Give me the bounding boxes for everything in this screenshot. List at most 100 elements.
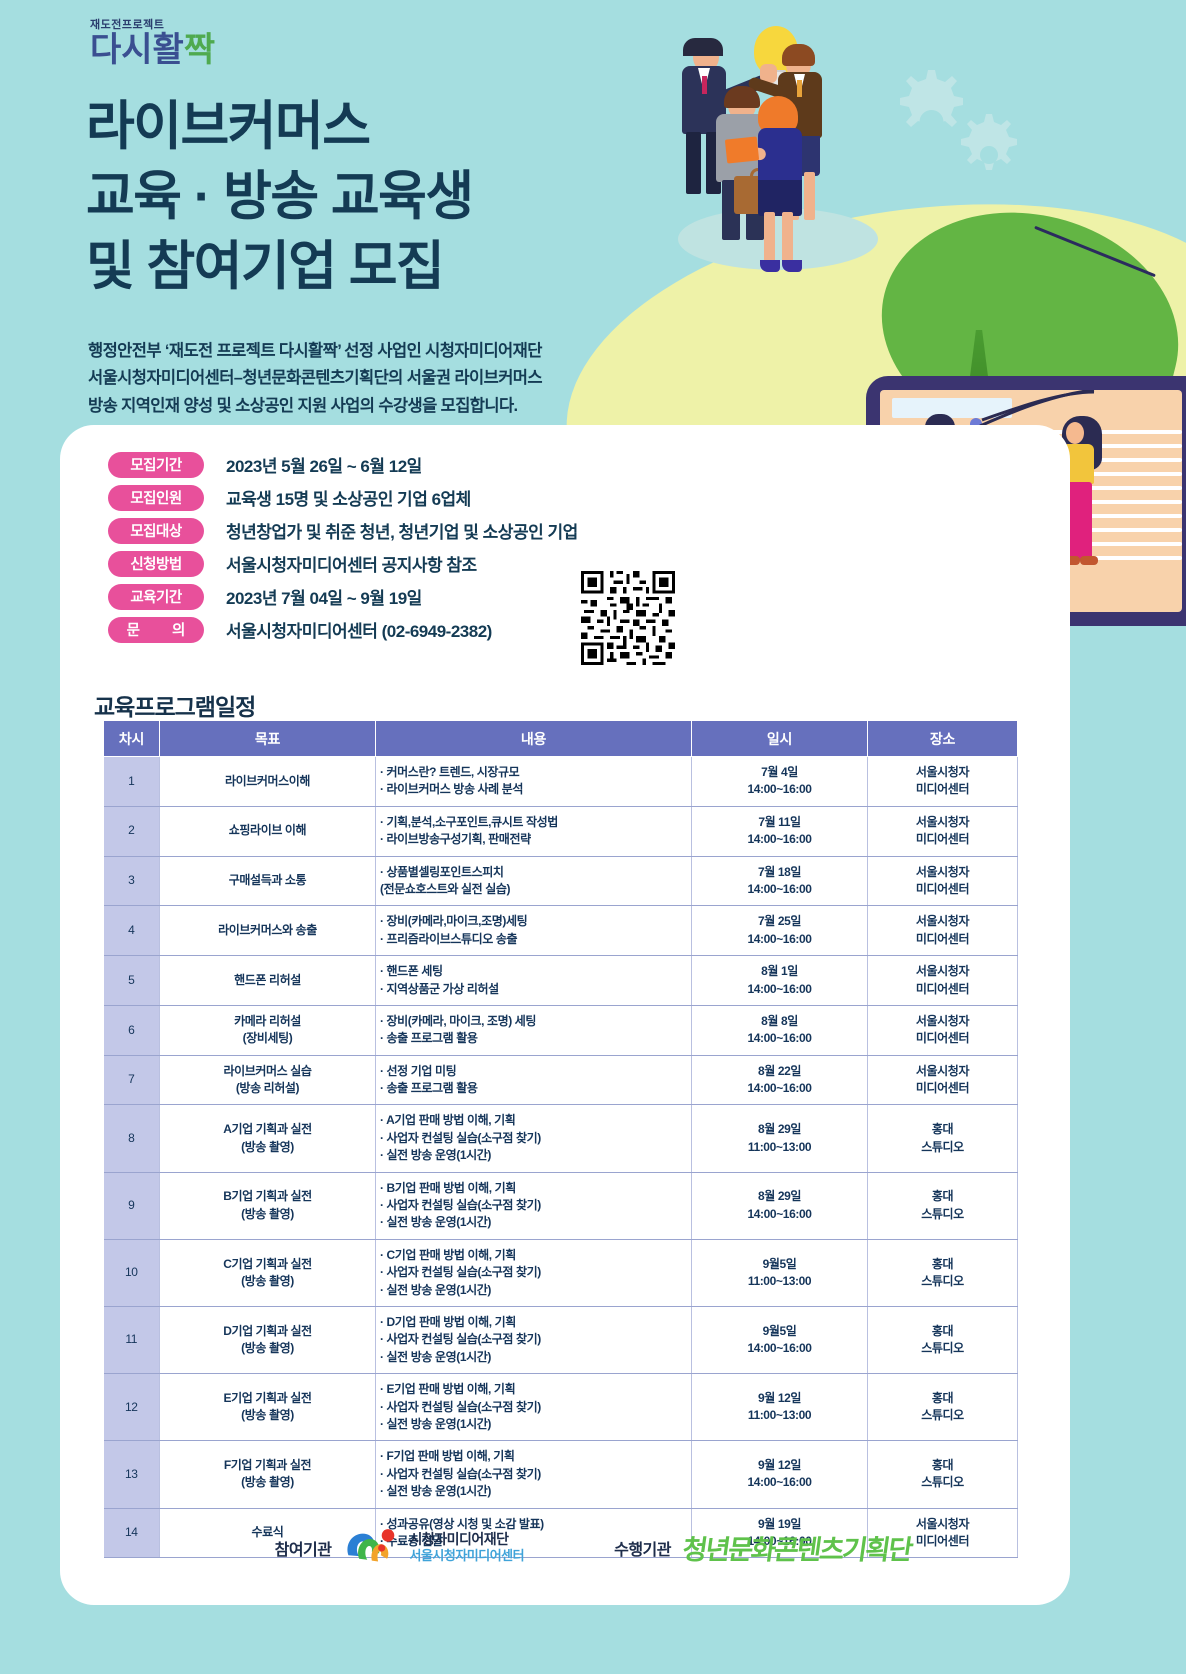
cell-goal: F기업 기획과 실전 (방송 촬영) bbox=[159, 1440, 376, 1509]
table-row: 8 A기업 기획과 실전 (방송 촬영) · A기업 판매 방법 이해, 기획 · 사업… bbox=[103, 1104, 1018, 1173]
table-row: 7 라이브커머스 실습 (방송 리허설) · 선정 기업 미팅 · 송출 프로그램 활용… bbox=[103, 1055, 1018, 1106]
cell-goal: 라이브커머스 실습 (방송 리허설) bbox=[159, 1055, 376, 1106]
cell-goal: 수료식 bbox=[159, 1508, 376, 1559]
cell-content: · 핸드폰 세팅 · 지역상품군 가상 리허설 bbox=[375, 955, 692, 1006]
headline-line-1: 라이브커머스 bbox=[86, 97, 371, 156]
intro-line-3: 방송 지역인재 양성 및 소상공인 지원 사업의 수강생을 모집합니다. bbox=[88, 396, 518, 415]
qr-code[interactable] bbox=[576, 566, 680, 670]
cell-no: 8 bbox=[103, 1104, 160, 1173]
business-people-illustration bbox=[660, 20, 890, 290]
cell-goal: E기업 기획과 실전 (방송 촬영) bbox=[159, 1373, 376, 1442]
brand-name: 다시활짝 bbox=[90, 31, 215, 69]
cell-date: 9월 12일 14:00~16:00 bbox=[691, 1440, 868, 1509]
intro-line-2: 서울시청자미디어센터–청년문화콘텐츠기획단의 서울권 라이브커머스 bbox=[88, 369, 543, 388]
cell-no: 4 bbox=[103, 905, 160, 957]
cell-place: 홍대 스튜디오 bbox=[867, 1440, 1018, 1509]
cell-place: 서울시청자 미디어센터 bbox=[867, 955, 1018, 1006]
info-label-badge: 교육기간 bbox=[108, 583, 204, 610]
column-header-content: 내용 bbox=[375, 720, 692, 757]
cell-date: 9월 19일 14:00~16:00 bbox=[691, 1508, 868, 1559]
cell-goal: 라이브커머스이해 bbox=[159, 756, 376, 807]
headline-line-3: 및 참여기업 모집 bbox=[86, 236, 445, 296]
cell-no: 10 bbox=[103, 1239, 160, 1307]
cell-date: 7월 25일 14:00~16:00 bbox=[691, 905, 868, 957]
column-header-no: 차시 bbox=[103, 720, 160, 757]
info-row: 모집기간 2023년 5월 26일 ~ 6월 12일 bbox=[108, 448, 578, 481]
column-header-goal: 목표 bbox=[159, 720, 376, 757]
cell-no: 13 bbox=[103, 1440, 160, 1509]
schedule-title: 교육프로그램일정 bbox=[94, 694, 256, 720]
ground-shadow bbox=[678, 208, 878, 270]
participating-org-text: 시청자미디어재단 서울시청자미디어센터 bbox=[409, 1531, 524, 1565]
cell-no: 2 bbox=[103, 806, 160, 857]
table-row: 11 D기업 기획과 실전 (방송 촬영) · D기업 판매 방법 이해, 기획 · 사… bbox=[103, 1306, 1018, 1375]
cell-place: 홍대 스튜디오 bbox=[867, 1239, 1018, 1307]
page-title: 라이브커머스 교육 · 방송 교육생 및 참여기업 모집 bbox=[86, 92, 474, 302]
cell-content: · 성과공유(영상 시청 및 소감 발표) · 수료증 전달 bbox=[375, 1508, 692, 1559]
brand-name-part1: 다시활 bbox=[90, 31, 184, 69]
cell-date: 9월5일 11:00~13:00 bbox=[691, 1239, 868, 1307]
info-label-badge: 모집대상 bbox=[108, 517, 204, 544]
cell-date: 7월 4일 14:00~16:00 bbox=[691, 756, 868, 807]
cell-goal: 구매설득과 소통 bbox=[159, 856, 376, 907]
info-label-badge: 모집기간 bbox=[108, 451, 204, 478]
recruitment-info-list: 모집기간 2023년 5월 26일 ~ 6월 12일 모집인원 교육생 15명 … bbox=[108, 448, 578, 646]
cell-no: 14 bbox=[103, 1508, 160, 1559]
cell-goal: B기업 기획과 실전 (방송 촬영) bbox=[159, 1172, 376, 1240]
cell-place: 홍대 스튜디오 bbox=[867, 1172, 1018, 1240]
cell-date: 8월 8일 14:00~16:00 bbox=[691, 1005, 868, 1056]
info-row: 문 의 서울시청자미디어센터 (02-6949-2382) bbox=[108, 613, 578, 646]
cell-no: 11 bbox=[103, 1306, 160, 1375]
participating-org-group: 참여기관 시청자미디어재단 서울시청자미디어센터 bbox=[275, 1528, 525, 1568]
cell-place: 서울시청자 미디어센터 bbox=[867, 856, 1018, 907]
cell-place: 서울시청자 미디어센터 bbox=[867, 806, 1018, 857]
table-row: 5 핸드폰 리허설 · 핸드폰 세팅 · 지역상품군 가상 리허설 8월 1일 14:00… bbox=[103, 955, 1018, 1006]
info-row: 교육기간 2023년 7월 04일 ~ 9월 19일 bbox=[108, 580, 578, 613]
table-header-row: 차시 목표 내용 일시 장소 bbox=[103, 720, 1018, 757]
gears-icon bbox=[900, 70, 1017, 170]
info-label-badge: 모집인원 bbox=[108, 484, 204, 511]
cell-content: · F기업 판매 방법 이해, 기획 · 사업자 컨설팅 실습(소구점 찾기) · … bbox=[375, 1440, 692, 1509]
cell-content: · A기업 판매 방법 이해, 기획 · 사업자 컨설팅 실습(소구점 찾기) · … bbox=[375, 1104, 692, 1173]
cell-no: 12 bbox=[103, 1373, 160, 1442]
brand-logo: 재도전프로젝트 다시활짝 bbox=[90, 16, 215, 69]
info-value: 서울시청자미디어센터 공지사항 참조 bbox=[226, 556, 477, 575]
cell-place: 홍대 스튜디오 bbox=[867, 1104, 1018, 1173]
info-value: 2023년 5월 26일 ~ 6월 12일 bbox=[226, 457, 422, 476]
info-value: 서울시청자미디어센터 (02-6949-2382) bbox=[226, 622, 492, 641]
table-row: 14 수료식 · 성과공유(영상 시청 및 소감 발표) · 수료증 전달 9월 19일… bbox=[103, 1508, 1018, 1559]
table-row: 3 구매설득과 소통 · 상품별셀링포인트스피치 (전문쇼호스트와 실전 실습) 7월… bbox=[103, 856, 1018, 907]
cell-content: · C기업 판매 방법 이해, 기획 · 사업자 컨설팅 실습(소구점 찾기) · … bbox=[375, 1239, 692, 1307]
qr-code-image bbox=[581, 571, 675, 665]
headline-line-2: 교육 · 방송 교육생 bbox=[86, 166, 474, 226]
cell-content: · 장비(카메라, 마이크, 조명) 세팅 · 송출 프로그램 활용 bbox=[375, 1005, 692, 1056]
cell-goal: 핸드폰 리허설 bbox=[159, 955, 376, 1006]
participating-org-name-2: 서울시청자미디어센터 bbox=[409, 1548, 525, 1564]
executing-org-label: 수행기관 bbox=[614, 1541, 671, 1559]
cell-date: 9월 12일 11:00~13:00 bbox=[691, 1373, 868, 1442]
intro-line-1: 행정안전부 ‘재도전 프로젝트 다시활짝’ 선정 사업인 시청자미디어재단 bbox=[88, 342, 542, 360]
cell-goal: 쇼핑라이브 이해 bbox=[159, 806, 376, 857]
cell-content: · D기업 판매 방법 이해, 기획 · 사업자 컨설팅 실습(소구점 찾기) · … bbox=[375, 1306, 692, 1375]
cell-no: 9 bbox=[103, 1172, 160, 1240]
cell-content: · 상품별셀링포인트스피치 (전문쇼호스트와 실전 실습) bbox=[375, 856, 692, 907]
info-value: 청년창업가 및 취준 청년, 청년기업 및 소상공인 기업 bbox=[226, 523, 578, 542]
info-row: 모집대상 청년창업가 및 취준 청년, 청년기업 및 소상공인 기업 bbox=[108, 514, 578, 547]
footer-logos: 참여기관 시청자미디어재단 서울시청자미디어센터 수행기관 청년문화콘텐츠기획단 bbox=[0, 1490, 1186, 1605]
cell-no: 6 bbox=[103, 1005, 160, 1056]
info-value: 교육생 15명 및 소상공인 기업 6업체 bbox=[226, 490, 471, 509]
cell-place: 서울시청자 미디어센터 bbox=[867, 1055, 1018, 1106]
cell-no: 1 bbox=[103, 756, 160, 807]
table-row: 2 쇼핑라이브 이해 · 기획,분석,소구포인트,큐시트 작성법 · 라이브방송구성기… bbox=[103, 806, 1018, 857]
cell-content: · 기획,분석,소구포인트,큐시트 작성법 · 라이브방송구성기획, 판매전략 bbox=[375, 806, 692, 857]
executing-org-group: 수행기관 청년문화콘텐츠기획단 bbox=[614, 1528, 913, 1567]
cell-date: 8월 29일 11:00~13:00 bbox=[691, 1104, 868, 1173]
schedule-table: 차시 목표 내용 일시 장소 1 라이브커머스이해 · 커머스란? 트렌드, 시장규… bbox=[103, 720, 1018, 1559]
screen-header-bar bbox=[892, 398, 1012, 418]
cell-goal: A기업 기획과 실전 (방송 촬영) bbox=[159, 1104, 376, 1173]
cell-place: 서울시청자 미디어센터 bbox=[867, 1005, 1018, 1056]
cell-place: 홍대 스튜디오 bbox=[867, 1306, 1018, 1375]
cell-date: 8월 22일 14:00~16:00 bbox=[691, 1055, 868, 1106]
cell-no: 7 bbox=[103, 1055, 160, 1106]
table-row: 12 E기업 기획과 실전 (방송 촬영) · E기업 판매 방법 이해, 기획 · 사… bbox=[103, 1373, 1018, 1442]
